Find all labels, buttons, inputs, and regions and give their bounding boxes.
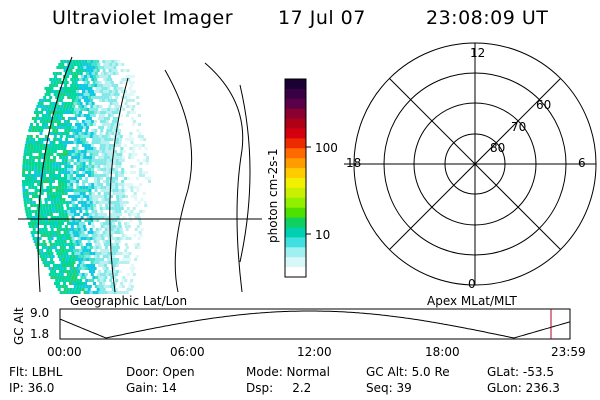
status-filter: Flt: LBHL (9, 365, 63, 379)
mlt-label-6: 6 (578, 156, 586, 170)
geo-grid-line (109, 77, 129, 293)
colorbar-cell (285, 79, 306, 90)
colorbar-cell (285, 108, 306, 120)
colorbar-cell (285, 247, 306, 258)
altitude-tick-high: 9.0 (30, 306, 50, 320)
altitude-plot (59, 308, 571, 340)
altitude-plot-frame (59, 308, 571, 340)
status-glat: GLat: -53.5 (487, 365, 554, 379)
time-tick: 12:00 (297, 345, 332, 359)
colorbar-cell (285, 98, 306, 110)
colorbar-cell (285, 217, 306, 229)
status-door: Door: Open (126, 365, 195, 379)
mlat-label-60: 60 (536, 98, 552, 112)
geo-map-caption: Geographic Lat/Lon (70, 294, 188, 308)
altitude-curve (59, 310, 571, 339)
polar-diagonal (389, 78, 561, 250)
colorbar-cell (285, 138, 306, 149)
time-tick: 23:59 (551, 345, 586, 359)
status-ip: IP: 36.0 (9, 381, 55, 395)
time-tick: 06:00 (170, 345, 205, 359)
mlt-label-18: 18 (346, 156, 362, 170)
colorbar-cell (285, 237, 306, 248)
mlat-label-80: 80 (490, 141, 506, 155)
altitude-axis-label: GC Alt (12, 307, 26, 345)
colorbar-tick-label: 10 (315, 228, 331, 242)
colorbar-cell (285, 197, 306, 209)
geo-grid-line (204, 62, 244, 293)
colorbar-cell (285, 118, 306, 130)
image-date: 17 Jul 07 (278, 7, 366, 29)
status-glon: GLon: 236.3 (487, 381, 560, 395)
app-title: Ultraviolet Imager (52, 7, 234, 29)
colorbar (284, 78, 311, 278)
colorbar-unit-label: photon cm-2s-1 (266, 148, 280, 244)
colorbar-cell (285, 148, 306, 159)
geo-grid-line (239, 84, 251, 263)
colorbar-frame (284, 78, 307, 278)
polar-plot (344, 42, 597, 286)
colorbar-cell (285, 168, 306, 179)
colorbar-cell (285, 88, 306, 100)
mlat-label-70: 70 (511, 120, 527, 134)
status-gc-alt: GC Alt: 5.0 Re (366, 365, 450, 379)
geo-grid-line (37, 56, 73, 293)
status-gain: Gain: 14 (126, 381, 177, 395)
polar-plot-caption: Apex MLat/MLT (427, 294, 517, 308)
aurora-emission-image (22, 60, 151, 294)
geographic-map-panel (18, 56, 262, 294)
time-tick: 18:00 (425, 345, 460, 359)
colorbar-cell (285, 267, 306, 278)
colorbar-cell (285, 227, 306, 238)
image-time: 23:08:09 UT (426, 7, 549, 29)
time-tick: 00:00 (47, 345, 82, 359)
mlt-label-12: 12 (470, 46, 486, 60)
colorbar-cell (285, 257, 306, 268)
status-dsp: Dsp: 2.2 (246, 381, 312, 395)
colorbar-cell (285, 158, 306, 169)
colorbar-cell (285, 178, 306, 189)
colorbar-cell (285, 187, 306, 199)
altitude-tick-low: 1.8 (30, 327, 50, 341)
status-seq: Seq: 39 (366, 381, 412, 395)
status-mode: Mode: Normal (246, 365, 330, 379)
colorbar-tick-label: 100 (315, 141, 338, 155)
colorbar-cell (285, 128, 306, 139)
mlt-label-0: 0 (468, 277, 476, 291)
geo-grid-line (164, 69, 193, 293)
colorbar-cell (285, 207, 306, 219)
